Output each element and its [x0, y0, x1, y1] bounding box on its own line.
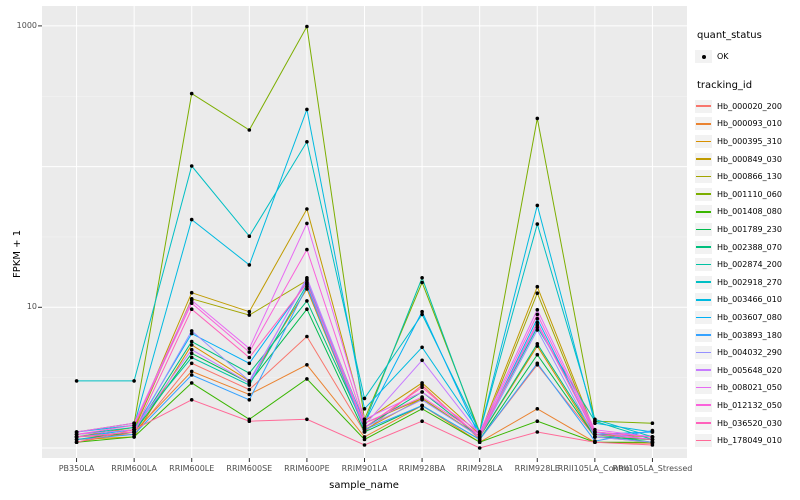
legend-key-line — [695, 398, 712, 412]
legend-item-Hb_012132_050: Hb_012132_050 — [695, 397, 800, 415]
legend-item-label: Hb_003466_010 — [717, 295, 782, 305]
legend-item-label: Hb_001110_060 — [717, 189, 782, 199]
legend-key-line — [695, 381, 712, 395]
legend-key-line — [695, 135, 712, 149]
legend-item-label: Hb_004032_290 — [717, 348, 782, 358]
legend-item-Hb_003893_180: Hb_003893_180 — [695, 326, 800, 344]
legend: quant_status OK tracking_id Hb_000020_20… — [695, 30, 800, 449]
legend-item-Hb_036520_030: Hb_036520_030 — [695, 414, 800, 432]
legend-key-line — [695, 258, 712, 272]
x-tick-label-PB350LA: PB350LA — [58, 464, 95, 473]
x-tick-label-RRIM600PE: RRIM600PE — [284, 464, 330, 473]
x-tick-label-RRII105LA_Control: RRII105LA_Control — [557, 464, 632, 473]
y-tick-label: 1000 — [16, 20, 37, 30]
legend-item-Hb_002918_270: Hb_002918_270 — [695, 274, 800, 292]
legend-item-label: Hb_000866_130 — [717, 172, 782, 182]
legend-item-Hb_004032_290: Hb_004032_290 — [695, 344, 800, 362]
legend-item-Hb_000020_200: Hb_000020_200 — [695, 98, 800, 116]
legend-item-Hb_002874_200: Hb_002874_200 — [695, 256, 800, 274]
ok-point-key — [695, 50, 712, 64]
legend-item-Hb_005648_020: Hb_005648_020 — [695, 362, 800, 380]
legend-key-line — [695, 311, 712, 325]
legend-item-label: Hb_003607_080 — [717, 313, 782, 323]
legend-item-Hb_003607_080: Hb_003607_080 — [695, 309, 800, 327]
x-tick-label-RRIM928LE: RRIM928LE — [514, 464, 560, 473]
legend-item-label: Hb_000020_200 — [717, 101, 782, 111]
legend-quant-status-block: quant_status OK — [695, 30, 800, 66]
legend-key-line — [695, 363, 712, 377]
y-axis-title: FPKM + 1 — [12, 229, 23, 278]
legend-item-label: Hb_005648_020 — [717, 365, 782, 375]
legend-item-Hb_000395_310: Hb_000395_310 — [695, 133, 800, 151]
legend-item-label: Hb_000395_310 — [717, 137, 782, 147]
legend-item-label: Hb_012132_050 — [717, 400, 782, 410]
legend-item-ok: OK — [695, 48, 800, 66]
legend-key-line — [695, 434, 712, 448]
x-tick-label-RRII105LA_Stressed: RRII105LA_Stressed — [612, 464, 693, 473]
legend-key-line — [695, 416, 712, 430]
legend-key-line — [695, 293, 712, 307]
legend-key-line — [695, 346, 712, 360]
legend-key-line — [695, 275, 712, 289]
x-tick-label-RRIM600LA: RRIM600LA — [111, 464, 158, 473]
point-icon — [701, 54, 706, 59]
legend-item-label: Hb_000093_010 — [717, 119, 782, 129]
legend-item-Hb_002388_070: Hb_002388_070 — [695, 238, 800, 256]
legend-title-quant-status: quant_status — [697, 30, 762, 41]
legend-key-line — [695, 205, 712, 219]
legend-key-line — [695, 99, 712, 113]
legend-key-line — [695, 117, 712, 131]
legend-item-label: OK — [717, 52, 729, 62]
legend-item-label: Hb_178049_010 — [717, 436, 782, 446]
y-tick-label: 10 — [26, 302, 37, 312]
legend-key-line — [695, 170, 712, 184]
legend-item-label: Hb_008021_050 — [717, 383, 782, 393]
x-tick-label-RRIM600SE: RRIM600SE — [226, 464, 273, 473]
legend-key-line — [695, 152, 712, 166]
legend-title-tracking-id: tracking_id — [697, 79, 753, 91]
legend-item-Hb_001789_230: Hb_001789_230 — [695, 221, 800, 239]
x-tick-label-RRIM901LA: RRIM901LA — [341, 464, 388, 473]
legend-key-line — [695, 328, 712, 342]
legend-item-Hb_001408_080: Hb_001408_080 — [695, 203, 800, 221]
legend-item-Hb_000849_030: Hb_000849_030 — [695, 150, 800, 168]
legend-key-line — [695, 223, 712, 237]
legend-tracking-items: Hb_000020_200 Hb_000093_010 Hb_000395_310 H… — [695, 98, 800, 450]
legend-key-line — [695, 240, 712, 254]
legend-item-label: Hb_001408_080 — [717, 207, 782, 217]
legend-item-Hb_008021_050: Hb_008021_050 — [695, 379, 800, 397]
x-tick-label-RRIM928BA: RRIM928BA — [398, 464, 446, 473]
legend-item-Hb_003466_010: Hb_003466_010 — [695, 291, 800, 309]
data-points — [74, 24, 655, 450]
legend-item-Hb_001110_060: Hb_001110_060 — [695, 186, 800, 204]
legend-key-line — [695, 187, 712, 201]
legend-item-label: Hb_001789_230 — [717, 225, 782, 235]
x-axis-title: sample_name — [329, 480, 399, 491]
legend-item-Hb_178049_010: Hb_178049_010 — [695, 432, 800, 450]
legend-item-label: Hb_036520_030 — [717, 418, 782, 428]
legend-item-label: Hb_003893_180 — [717, 330, 782, 340]
legend-item-label: Hb_002874_200 — [717, 260, 782, 270]
x-tick-label-RRIM600LE: RRIM600LE — [169, 464, 215, 473]
legend-item-label: Hb_002918_270 — [717, 277, 782, 287]
legend-item-Hb_000093_010: Hb_000093_010 — [695, 115, 800, 133]
legend-item-Hb_000866_130: Hb_000866_130 — [695, 168, 800, 186]
legend-item-label: Hb_000849_030 — [717, 154, 782, 164]
x-tick-label-RRIM928LA: RRIM928LA — [456, 464, 503, 473]
legend-item-label: Hb_002388_070 — [717, 242, 782, 252]
